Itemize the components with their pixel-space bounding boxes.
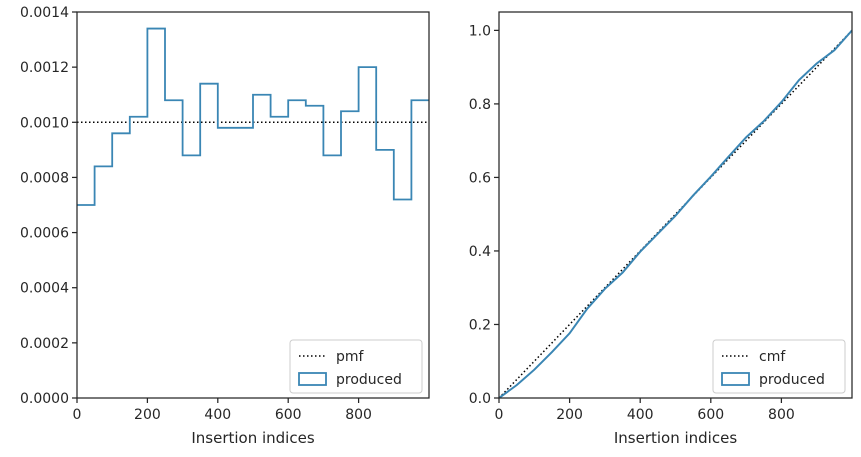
- series-produced-line: [499, 29, 852, 398]
- x-tick-label: 200: [134, 407, 161, 423]
- series-cmf-line: [499, 29, 852, 398]
- legend-produced-label: produced: [336, 372, 402, 388]
- y-tick-label: 1.0: [469, 23, 491, 39]
- y-tick-label: 0.0002: [20, 336, 69, 352]
- x-tick-label: 600: [697, 407, 724, 423]
- y-tick-label: 0.0000: [20, 391, 69, 407]
- x-tick-label: 400: [627, 407, 654, 423]
- x-tick-label: 0: [73, 407, 82, 423]
- x-tick-label: 800: [768, 407, 795, 423]
- legend-produced-swatch: [298, 372, 327, 386]
- x-axis-label: Insertion indices: [191, 429, 314, 447]
- y-tick-label: 0.0: [469, 391, 491, 407]
- x-axis-label: Insertion indices: [614, 429, 737, 447]
- legend: pmf produced: [289, 339, 423, 394]
- chart-panel-2: 0 200 400 600 800 0.0 0.2 0.4 0.6 0.8 1.0 Insertion…: [469, 11, 853, 447]
- x-tick-label: 400: [204, 407, 231, 423]
- x-tick-label: 800: [345, 407, 372, 423]
- y-tick-label: 0.0008: [20, 170, 69, 186]
- legend-box: [712, 339, 846, 394]
- legend-produced-label: produced: [759, 372, 825, 388]
- x-tick-label: 600: [275, 407, 302, 423]
- legend-cmf-label: cmf: [759, 349, 786, 365]
- y-tick-label: 0.2: [469, 317, 491, 333]
- y-tick-label: 0.0012: [20, 60, 69, 76]
- y-tick-label: 0.0010: [20, 115, 69, 131]
- chart-panel-1: 0 200 400 600 800 0.0000 0.0002 0.0004 0.0006 0.0…: [20, 5, 430, 447]
- legend-pmf-label: pmf: [336, 349, 365, 365]
- y-tick-label: 0.0014: [20, 5, 69, 21]
- legend: cmf produced: [712, 339, 846, 394]
- y-tick-label: 0.4: [469, 244, 491, 260]
- x-tick-label: 200: [556, 407, 583, 423]
- y-tick-label: 0.8: [469, 97, 491, 113]
- y-tick-label: 0.6: [469, 170, 491, 186]
- x-tick-label: 0: [495, 407, 504, 423]
- legend-box: [289, 339, 423, 394]
- plot-frame: [498, 11, 853, 399]
- y-tick-label: 0.0006: [20, 226, 69, 242]
- series-produced-step: [77, 27, 429, 206]
- y-tick-label: 0.0004: [20, 281, 69, 297]
- legend-produced-swatch: [721, 372, 750, 386]
- plot-frame: [76, 11, 430, 399]
